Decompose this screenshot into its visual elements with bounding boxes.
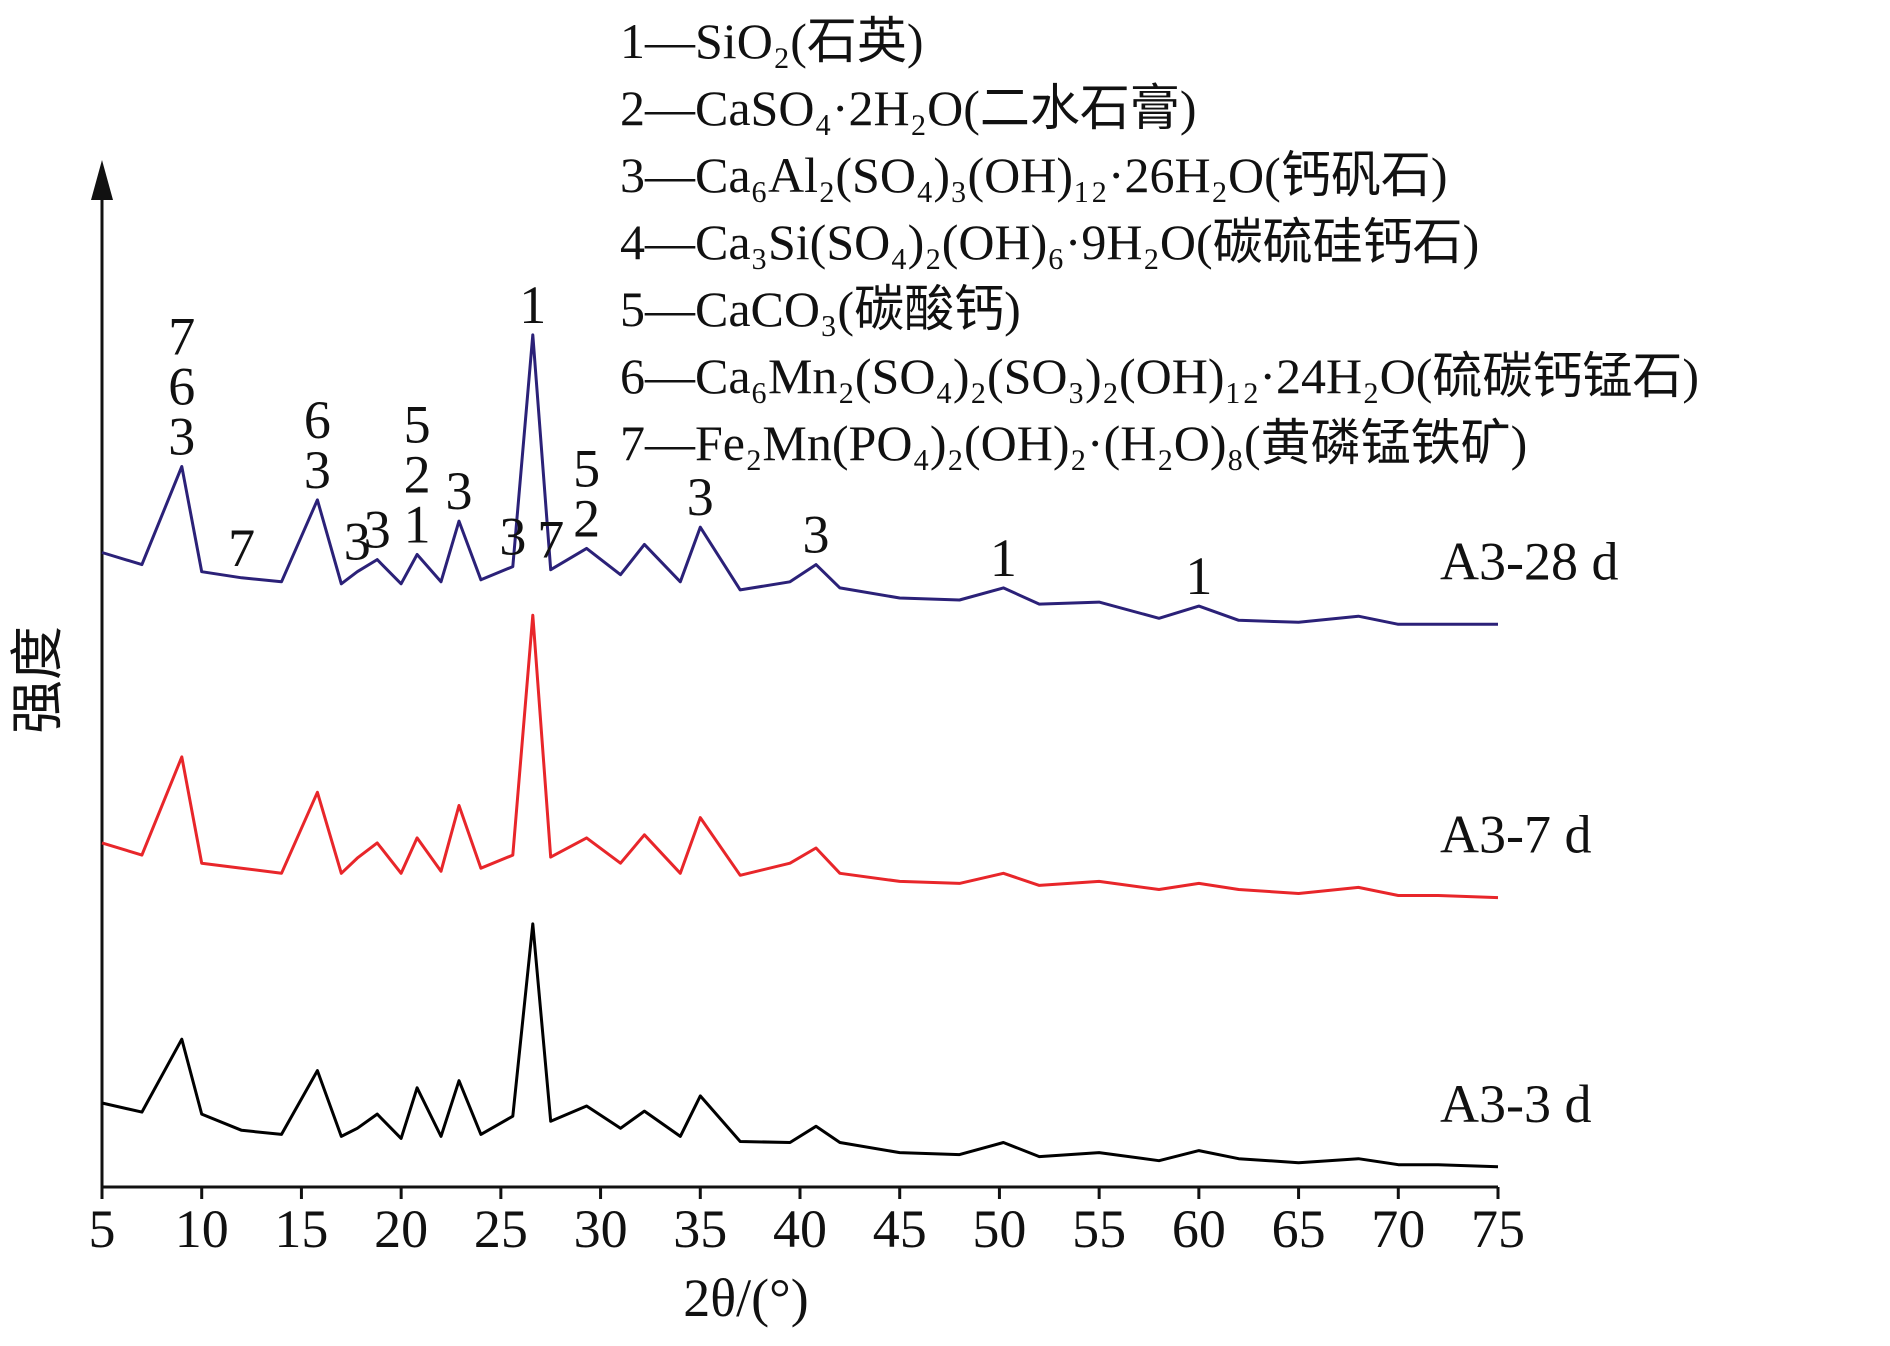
x-tick-label: 65 — [1272, 1199, 1326, 1259]
series-label: A3-28 d — [1440, 531, 1618, 591]
x-tick-label: 40 — [773, 1199, 827, 1259]
x-tick-label: 45 — [873, 1199, 927, 1259]
peak-label: 2 — [573, 488, 600, 548]
phase-note: 4—Ca₃Si(SO₄)₂(OH)₆·9H₂O(碳硫硅钙石) — [620, 214, 1479, 270]
x-tick-label: 5 — [89, 1199, 116, 1259]
peak-label: 1 — [990, 528, 1017, 588]
x-tick-label: 60 — [1172, 1199, 1226, 1259]
series-line — [101, 333, 1498, 626]
peak-label: 7 — [537, 510, 564, 570]
x-tick-label: 25 — [474, 1199, 528, 1259]
peak-label: 1 — [519, 275, 546, 335]
x-tick-label: 10 — [175, 1199, 229, 1259]
x-tick-label: 75 — [1471, 1199, 1525, 1259]
peak-label: 3 — [802, 505, 829, 565]
peak-label: 3 — [499, 507, 526, 567]
peak-label: 6 — [304, 390, 331, 450]
peak-label: 3 — [168, 406, 195, 466]
x-tick-label: 50 — [972, 1199, 1026, 1259]
y-axis-label: 强度 — [8, 626, 68, 734]
phase-note: 3—Ca₆Al₂(SO₄)₃(OH)₁₂·26H₂O(钙矾石) — [620, 147, 1447, 203]
x-axis-label: 2θ/(°) — [683, 1268, 808, 1328]
y-axis-arrow — [91, 160, 113, 200]
peak-label: 6 — [168, 356, 195, 416]
phase-note: 2—CaSO₄·2H₂O(二水石膏) — [620, 80, 1197, 136]
peak-label: 7 — [228, 518, 255, 578]
series-label: A3-7 d — [1440, 805, 1591, 865]
series-label: A3-3 d — [1440, 1074, 1591, 1134]
x-tick-label: 20 — [374, 1199, 428, 1259]
peak-label: 7 — [168, 306, 195, 366]
x-tick-label: 35 — [673, 1199, 727, 1259]
peak-label: 5 — [573, 438, 600, 498]
peak-label: 3 — [304, 440, 331, 500]
phase-note: 1—SiO₂(石英) — [620, 13, 924, 69]
peak-label: 5 — [404, 395, 431, 455]
phase-note: 5—CaCO₃(碳酸钙) — [620, 281, 1021, 337]
peak-label: 1 — [404, 495, 431, 555]
series-line — [101, 922, 1499, 1169]
phase-note: 6—Ca₆Mn₂(SO₄)₂(SO₃)₂(OH)₁₂·24H₂O(硫碳钙锰石) — [620, 348, 1699, 404]
x-tick-label: 30 — [574, 1199, 628, 1259]
x-tick-label: 15 — [274, 1199, 328, 1259]
series-line — [101, 613, 1499, 900]
peak-label: 3 — [364, 500, 391, 560]
phase-note: 7—Fe₂Mn(PO₄)₂(OH)₂·(H₂O)₈(黄磷锰铁矿) — [620, 415, 1527, 471]
peak-label: 2 — [404, 445, 431, 505]
peak-label: 1 — [1185, 546, 1212, 606]
peak-label: 3 — [687, 467, 714, 527]
x-tick-label: 70 — [1371, 1199, 1425, 1259]
peak-label: 3 — [344, 512, 371, 572]
peak-label: 3 — [445, 461, 472, 521]
x-tick-label: 55 — [1072, 1199, 1126, 1259]
